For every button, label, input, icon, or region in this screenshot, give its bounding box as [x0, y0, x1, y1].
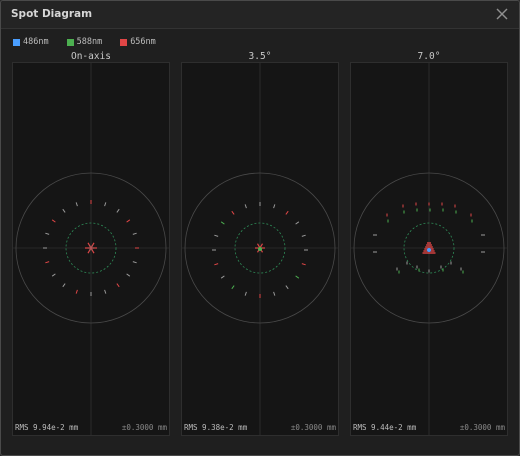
- airy-disk-circle: [403, 222, 455, 274]
- spot-plot-on-axis: [13, 63, 169, 435]
- legend-item-588: 588nm: [66, 36, 103, 48]
- ray-hit: [132, 232, 137, 235]
- ray-hit: [273, 204, 276, 209]
- ray-hit: [75, 202, 78, 207]
- ray-hit: [116, 208, 120, 213]
- ray-hit: [132, 261, 137, 264]
- ray-hit: [220, 221, 225, 225]
- legend-item-656: 656nm: [120, 36, 156, 48]
- panel-title-3-5-deg: 3.5°: [248, 51, 272, 62]
- legend-label-656nm: 656nm: [130, 37, 156, 47]
- ray-hit: [75, 289, 78, 294]
- spot-core-green: [258, 247, 262, 251]
- ray-hit: [62, 283, 66, 288]
- rms-readout-on-axis: RMS 9.94e-2 mm: [15, 423, 79, 432]
- ray-hit: [285, 210, 289, 215]
- ray-hit: [214, 234, 219, 237]
- ray-hit: [301, 234, 306, 237]
- spot-plot-7-0-deg: [351, 63, 507, 435]
- ray-hit: [104, 202, 107, 207]
- ray-hit: [116, 283, 120, 288]
- field-boundary-circle: [184, 172, 336, 324]
- close-icon[interactable]: [495, 7, 509, 21]
- ray-hit: [220, 275, 225, 279]
- ray-hit: [231, 285, 235, 290]
- spot-panel-on-axis: RMS 9.94e-2 mm ±0.3000 mm: [12, 62, 170, 436]
- title-bar[interactable]: Spot Diagram: [1, 1, 519, 29]
- legend-label-486nm: 486nm: [23, 37, 49, 47]
- window-title: Spot Diagram: [11, 8, 93, 20]
- spot-core: [90, 245, 94, 249]
- ray-hit: [295, 275, 300, 279]
- ray-hit: [301, 263, 306, 266]
- ray-hit: [62, 208, 66, 213]
- spot-panel-7-0-deg: RMS 9.44e-2 mm ±0.3000 mm: [350, 62, 508, 436]
- ray-hit: [244, 204, 247, 209]
- ray-hit: [45, 232, 50, 235]
- swatch-588nm: [66, 38, 74, 46]
- ray-hit: [126, 219, 131, 223]
- ray-hit: [126, 273, 131, 277]
- wavelength-legend: 486nm 588nm 656nm: [13, 36, 156, 48]
- spot-panel-3-5-deg: RMS 9.38e-2 mm ±0.3000 mm: [181, 62, 339, 436]
- scale-readout-on-axis: ±0.3000 mm: [121, 423, 167, 432]
- airy-disk-circle: [234, 222, 286, 274]
- ray-hit: [295, 221, 300, 225]
- rms-readout-3-5-deg: RMS 9.38e-2 mm: [184, 423, 248, 432]
- airy-disk-circle: [65, 222, 117, 274]
- panel-title-on-axis: On-axis: [70, 51, 112, 62]
- swatch-656nm: [120, 38, 128, 46]
- ray-hit: [214, 263, 219, 266]
- ray-hit: [273, 291, 276, 296]
- ray-hit: [45, 261, 50, 264]
- swatch-486nm: [13, 38, 20, 46]
- ray-hit: [285, 285, 289, 290]
- rms-readout-7-0-deg: RMS 9.44e-2 mm: [353, 423, 417, 432]
- ray-hit: [231, 210, 235, 215]
- ray-hit: [51, 273, 56, 277]
- field-boundary-circle: [353, 172, 505, 324]
- scale-readout-7-0-deg: ±0.3000 mm: [459, 423, 505, 432]
- spot-core-blue: [427, 248, 431, 252]
- legend-item-486: 486nm: [13, 36, 49, 48]
- spot-plot-3-5-deg: [182, 63, 338, 435]
- panel-title-7-0-deg: 7.0°: [417, 51, 441, 62]
- field-boundary-circle: [15, 172, 167, 324]
- ray-hit: [104, 289, 107, 294]
- scale-readout-3-5-deg: ±0.3000 mm: [290, 423, 336, 432]
- ray-hit: [51, 219, 56, 223]
- ray-hit: [244, 291, 247, 296]
- legend-label-588nm: 588nm: [76, 37, 103, 47]
